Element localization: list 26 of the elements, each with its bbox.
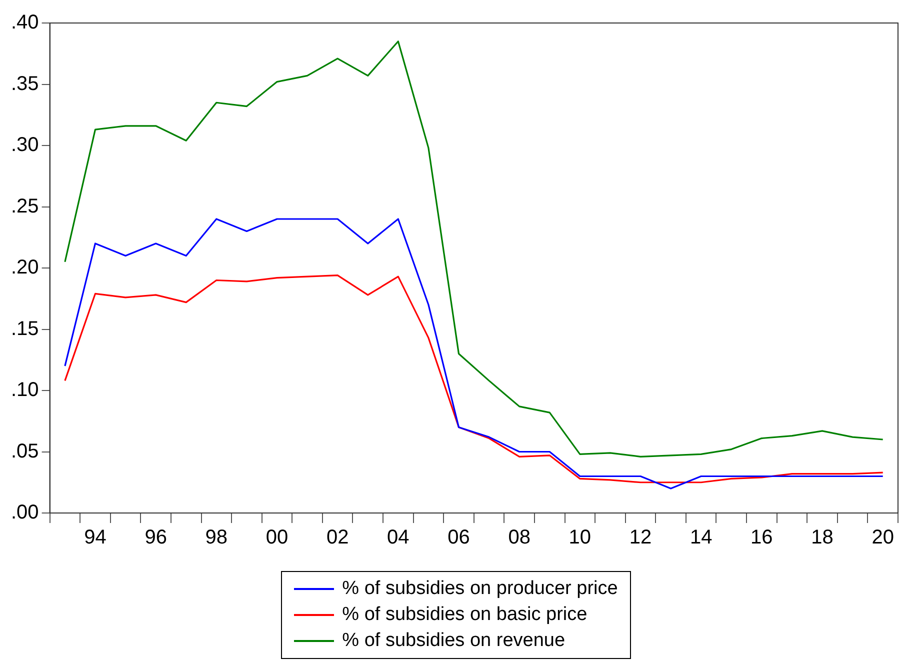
y-tick-label: .35 bbox=[10, 72, 39, 95]
x-tick-label: 06 bbox=[448, 526, 470, 549]
x-tick-label: 12 bbox=[629, 526, 652, 549]
y-tick-label: .05 bbox=[10, 440, 39, 462]
y-tick-label: .10 bbox=[10, 379, 39, 402]
x-tick-label: 16 bbox=[750, 526, 773, 549]
x-tick-label: 96 bbox=[144, 526, 167, 549]
y-tick-label: .20 bbox=[10, 256, 39, 279]
x-tick-label: 02 bbox=[326, 526, 349, 549]
legend-label: % of subsidies on revenue bbox=[342, 629, 566, 653]
x-tick-label: 18 bbox=[811, 526, 834, 549]
y-tick-label: .40 bbox=[10, 12, 39, 34]
x-tick-label: 98 bbox=[205, 526, 228, 549]
x-tick-label: 08 bbox=[508, 526, 530, 549]
y-tick-label: .00 bbox=[10, 502, 39, 524]
x-tick-label: 14 bbox=[690, 526, 712, 549]
x-tick-label: 04 bbox=[387, 526, 410, 549]
x-tick-label: 20 bbox=[872, 526, 894, 549]
y-tick-label: .25 bbox=[10, 195, 39, 218]
legend-label: % of subsidies on producer price bbox=[342, 577, 618, 601]
x-tick-label: 94 bbox=[84, 526, 106, 549]
x-tick-label: 10 bbox=[568, 526, 592, 549]
y-tick-label: .15 bbox=[10, 318, 39, 340]
y-tick-label: .30 bbox=[10, 134, 39, 156]
x-tick-label: 00 bbox=[266, 526, 288, 549]
legend-label: % of subsidies on basic price bbox=[342, 603, 588, 627]
